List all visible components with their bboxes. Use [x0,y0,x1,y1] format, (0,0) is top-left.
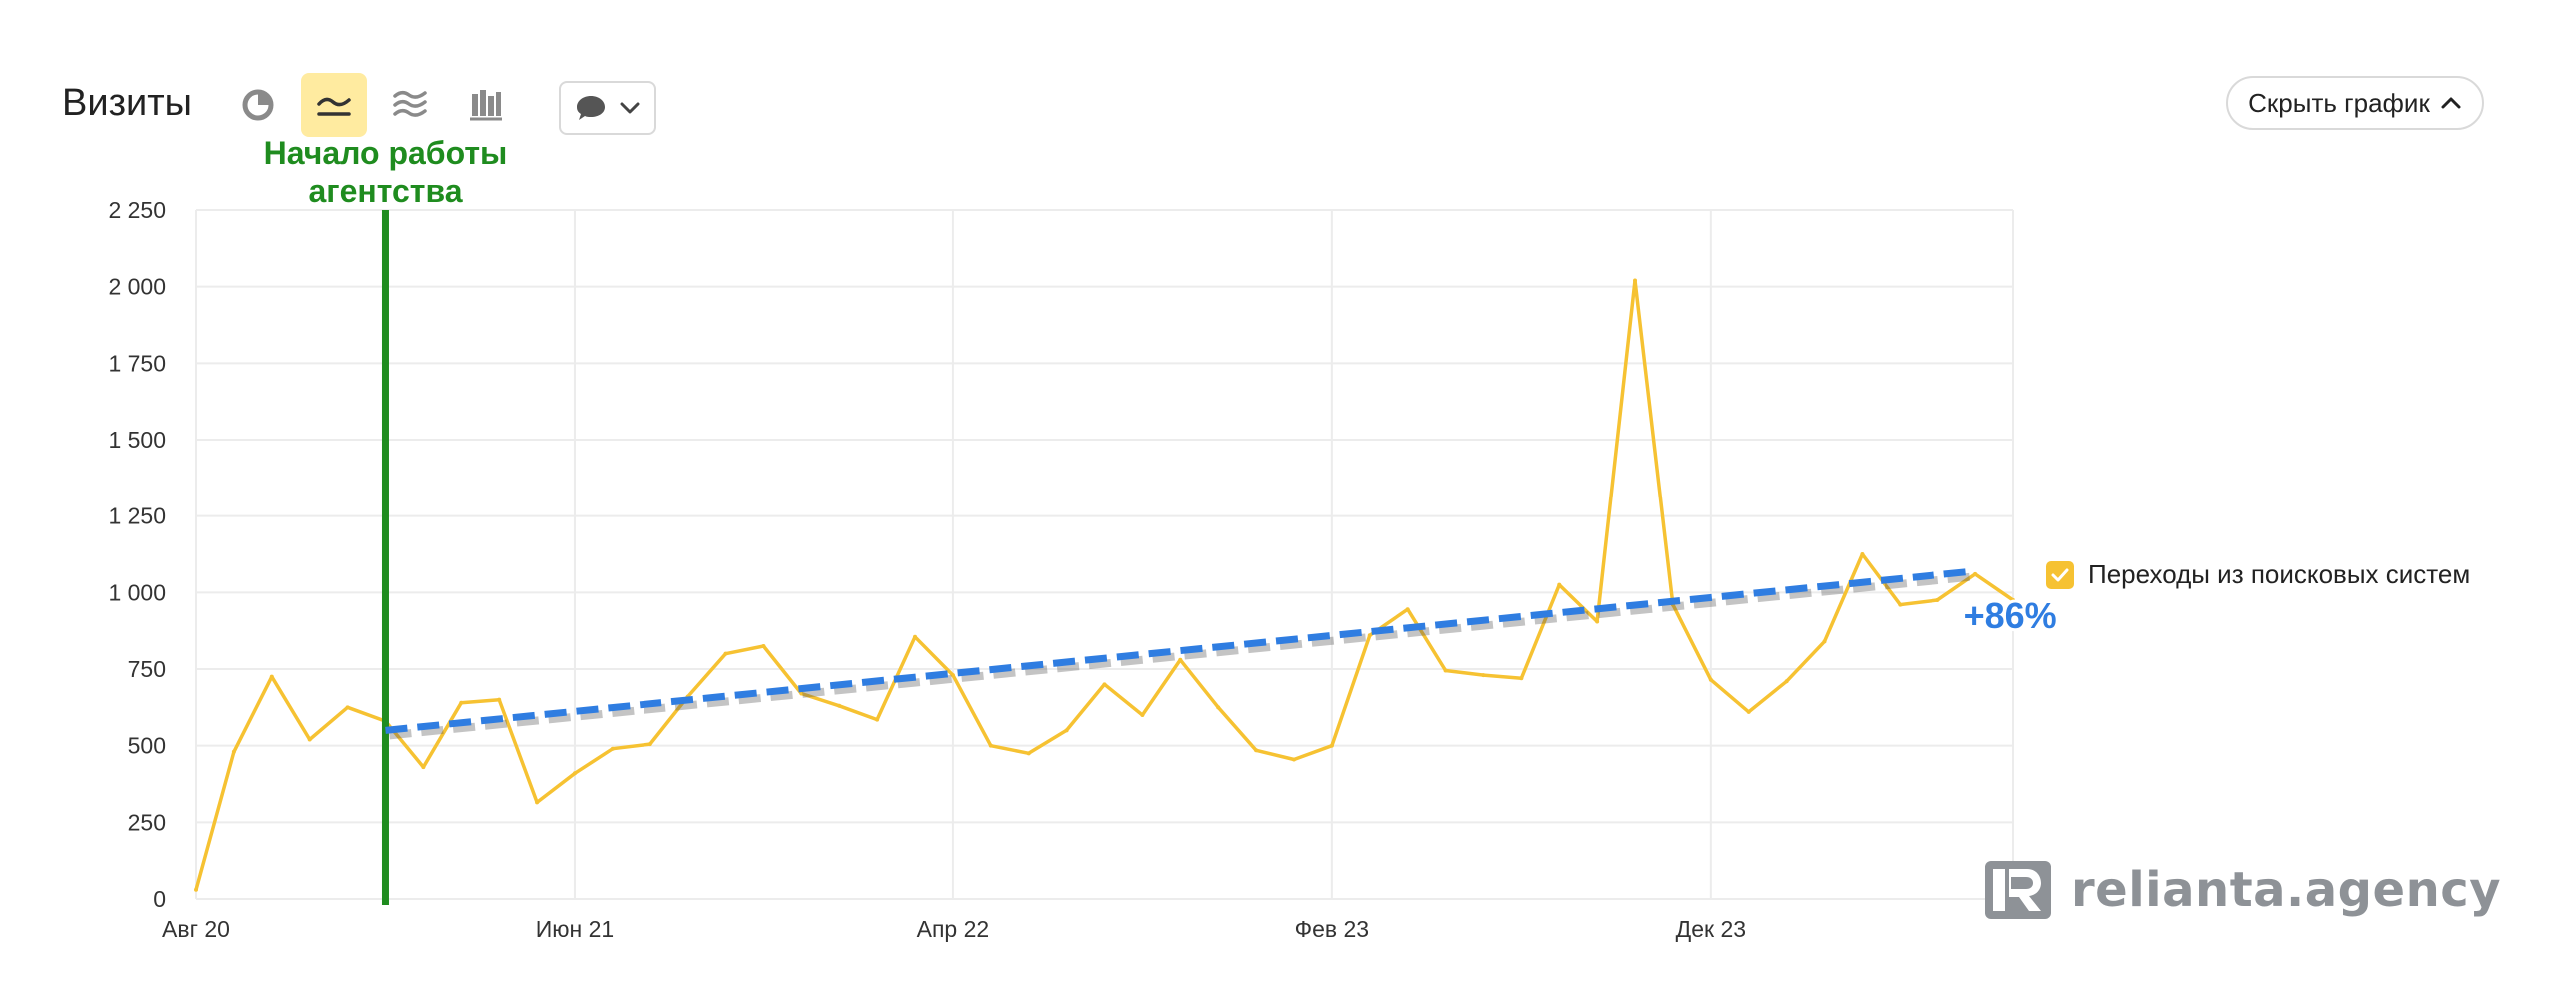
line-chart-icon [317,97,351,116]
y-tick-label: 0 [153,886,166,912]
area-chart-icon [393,91,427,117]
line-chart-button[interactable] [301,73,367,137]
chevron-down-icon [620,102,640,114]
agency-start-label: агентства [308,173,462,209]
y-tick-label: 1 000 [108,579,166,605]
area-chart-button[interactable] [377,73,443,137]
legend-label: Переходы из поисковых систем [2088,559,2471,589]
data-point [1481,673,1486,678]
x-tick-label: Июн 21 [536,916,614,942]
series-layer [194,278,2015,892]
data-point [307,737,312,742]
data-point [459,700,464,705]
y-tick-label: 500 [128,733,166,759]
data-point [1443,668,1448,673]
data-point [1633,278,1638,283]
data-point [1405,607,1410,612]
data-point [1708,677,1713,682]
x-tick-label: Авг 20 [162,916,230,942]
data-point [572,771,577,776]
bar-chart-icon [470,90,502,121]
trend-line-shadow [389,571,1980,740]
data-point [913,634,918,639]
legend: Переходы из поисковых систем [2046,559,2470,590]
data-point [1595,619,1600,624]
data-point [1822,639,1827,644]
chevron-up-icon [2441,97,2461,109]
hide-chart-label: Скрыть график [2248,87,2430,118]
y-tick-label: 2 250 [108,197,166,223]
data-point [1254,748,1259,753]
comment-icon [577,96,605,120]
y-tick-label: 250 [128,809,166,835]
legend-checkbox[interactable] [2046,560,2074,589]
data-point [875,717,880,722]
relianta-logo-icon [1985,861,2051,919]
data-point [1102,682,1107,687]
data-point [1367,633,1372,638]
x-axis: Авг 20 Июн 21 Апр 22 Фев 23 Дек 23 [162,916,1746,942]
chart-grid [195,209,2014,900]
y-tick-label: 2 000 [108,274,166,300]
watermark-text: relianta.agency [2071,862,2501,918]
data-point [2011,598,2015,602]
data-point [535,800,540,805]
data-point [1898,602,1903,607]
bar-chart-button[interactable] [453,73,519,137]
data-point [1178,657,1183,662]
data-point [1519,676,1524,681]
data-point [1064,728,1069,733]
checkmark-icon [2051,568,2069,581]
data-point [269,674,274,679]
data-point [1216,705,1221,710]
y-tick-label: 750 [128,656,166,682]
data-point [950,673,955,678]
data-point [610,746,615,751]
pie-chart-button[interactable] [225,73,291,137]
x-tick-label: Дек 23 [1676,916,1746,942]
data-point [1026,751,1031,756]
data-point [1329,743,1334,748]
hide-chart-button[interactable]: Скрыть график [2226,76,2484,130]
data-point [1784,679,1789,684]
y-tick-label: 1 250 [108,503,166,529]
x-tick-label: Апр 22 [917,916,990,942]
trend-growth-label: +86% [1964,595,2057,636]
chart-title: Визиты [62,82,192,124]
agency-start-label: Начало работы [264,135,508,171]
comments-dropdown[interactable] [559,81,656,135]
data-point [723,651,728,656]
data-point [1746,709,1751,714]
data-point [497,697,502,702]
data-point [647,742,652,747]
data-point [988,743,993,748]
data-point [1140,713,1145,717]
data-point [421,765,426,770]
data-point [1557,582,1562,587]
y-tick-label: 1 750 [108,350,166,376]
series-line [194,278,2014,891]
data-point [231,749,236,754]
y-axis: 0 250 500 750 1 000 1 250 1 500 1 750 2 000 2 250 [108,197,166,912]
pie-chart-icon [242,89,274,121]
x-tick-label: Фев 23 [1295,916,1369,942]
data-point [1935,598,1940,602]
y-tick-label: 1 500 [108,427,166,453]
data-point [761,644,766,648]
data-point [345,705,350,710]
data-point [799,691,804,696]
data-point [1291,757,1296,762]
data-point [837,703,842,708]
trend-line [385,567,1976,734]
watermark: relianta.agency [1983,859,2501,921]
data-point [1973,571,1978,576]
data-point [1860,552,1865,556]
data-point [194,887,198,892]
